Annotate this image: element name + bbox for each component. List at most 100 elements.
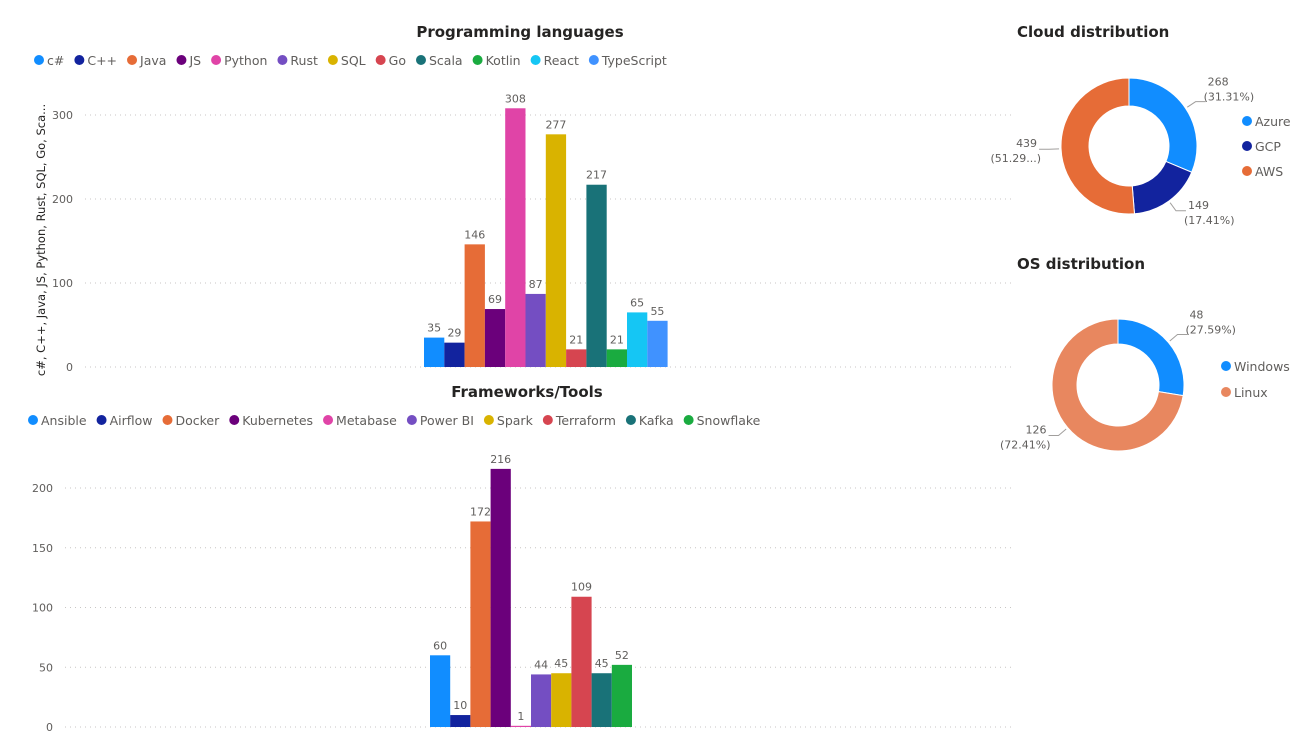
bar-scala[interactable]: [586, 184, 607, 367]
bar-rust[interactable]: [525, 293, 546, 367]
slice-windows[interactable]: [1117, 318, 1185, 397]
bar-spark[interactable]: [551, 673, 572, 727]
data-label: 277: [545, 118, 566, 131]
legend-item-docker[interactable]: Docker: [162, 413, 220, 428]
bar-java[interactable]: [464, 244, 485, 367]
legend-label: TypeScript: [601, 53, 667, 68]
legend-label: GCP: [1255, 139, 1281, 154]
bar-terraform[interactable]: [571, 596, 592, 727]
bar-js[interactable]: [484, 309, 506, 367]
bar-react[interactable]: [627, 312, 648, 367]
legend-item-windows[interactable]: Windows: [1221, 359, 1290, 374]
data-label: 87: [529, 278, 543, 291]
bar-kotlin[interactable]: [606, 349, 627, 367]
legend-label: Kafka: [639, 413, 674, 428]
slice-gcp[interactable]: [1131, 160, 1193, 215]
bar-airflow[interactable]: [450, 715, 471, 727]
leader-line: [1169, 334, 1188, 342]
slice-percent-label: (51.29...): [990, 152, 1041, 165]
legend-label: Go: [389, 53, 406, 68]
legend-item-metabase[interactable]: Metabase: [323, 413, 397, 428]
legend-item-gcp[interactable]: GCP: [1242, 139, 1281, 154]
legend-item-sql[interactable]: SQL: [327, 53, 366, 68]
legend-item-azure[interactable]: Azure: [1242, 114, 1291, 129]
legend-label: Spark: [497, 413, 534, 428]
data-label: 29: [447, 327, 461, 340]
legend-item-python[interactable]: Python: [211, 53, 267, 68]
legend-marker: [162, 415, 173, 425]
y-tick-label: 200: [52, 193, 73, 206]
legend-item-kubernetes[interactable]: Kubernetes: [229, 413, 313, 428]
legend-marker: [483, 415, 494, 425]
legend-item-java[interactable]: Java: [127, 53, 166, 68]
legend-item-airflow[interactable]: Airflow: [96, 413, 153, 428]
bar-go[interactable]: [566, 349, 587, 367]
data-label: 35: [427, 322, 441, 335]
bar-kubernetes[interactable]: [490, 468, 511, 727]
legend-label: AWS: [1255, 164, 1283, 179]
bar-c-[interactable]: [444, 342, 465, 367]
legend-item-go[interactable]: Go: [375, 53, 406, 68]
legend-marker: [542, 415, 553, 425]
legend-marker: [127, 55, 138, 65]
data-label: 146: [464, 228, 485, 241]
legend-label: JS: [188, 53, 201, 68]
legend-item-rust[interactable]: Rust: [277, 53, 318, 68]
y-tick-label: 150: [32, 542, 53, 555]
legend-item-ansible[interactable]: Ansible: [28, 413, 87, 428]
legend-label: Terraform: [555, 413, 616, 428]
bar-snowflake[interactable]: [611, 664, 632, 727]
legend-label: Rust: [290, 53, 318, 68]
legend-item-js[interactable]: JS: [176, 53, 201, 68]
legend-label: Java: [139, 53, 166, 68]
bar-ansible[interactable]: [430, 655, 451, 727]
legend-marker: [1242, 141, 1252, 151]
legend-marker: [375, 55, 386, 65]
legend-label: Kubernetes: [242, 413, 313, 428]
bar-sql[interactable]: [545, 134, 567, 367]
data-label: 21: [610, 333, 624, 346]
legend-item-c-[interactable]: C++: [74, 53, 117, 68]
data-label: 10: [453, 699, 467, 712]
legend-item-spark[interactable]: Spark: [483, 413, 534, 428]
legend-label: Snowflake: [697, 413, 761, 428]
slice-azure[interactable]: [1128, 77, 1198, 173]
bar-typescript[interactable]: [647, 320, 668, 367]
leader-line: [1048, 428, 1067, 436]
legend-label: Airflow: [110, 413, 153, 428]
os-chart-title: OS distribution: [1017, 255, 1145, 273]
legend-item-scala[interactable]: Scala: [415, 53, 463, 68]
legend-item-terraform[interactable]: Terraform: [542, 413, 616, 428]
legend-item-linux[interactable]: Linux: [1221, 385, 1268, 400]
legend-item-kafka[interactable]: Kafka: [625, 413, 674, 428]
legend-marker: [683, 415, 694, 425]
data-label: 21: [569, 333, 583, 346]
data-label: 69: [488, 293, 502, 306]
bar-kafka[interactable]: [591, 673, 612, 727]
legend-marker: [588, 55, 599, 65]
legend-item-typescript[interactable]: TypeScript: [588, 53, 667, 68]
legend-item-snowflake[interactable]: Snowflake: [683, 413, 761, 428]
legend-marker: [530, 55, 541, 65]
slice-aws[interactable]: [1060, 77, 1136, 215]
legend-marker: [28, 415, 38, 425]
bar-metabase[interactable]: [510, 725, 531, 727]
legend-item-kotlin[interactable]: Kotlin: [472, 53, 521, 68]
y-tick-label: 100: [52, 277, 73, 290]
legend-item-react[interactable]: React: [530, 53, 579, 68]
legend-item-c-[interactable]: c#: [34, 53, 64, 68]
slice-value-label: 48: [1189, 309, 1203, 322]
legend-marker: [472, 55, 483, 65]
bar-power-bi[interactable]: [531, 674, 552, 727]
bar-docker[interactable]: [470, 521, 491, 727]
legend-item-aws[interactable]: AWS: [1242, 164, 1283, 179]
bar-python[interactable]: [505, 108, 526, 367]
bar-c-[interactable]: [424, 337, 445, 367]
slice-linux[interactable]: [1051, 318, 1184, 452]
slice-percent-label: (27.59%): [1185, 324, 1236, 337]
y-tick-label: 100: [32, 602, 53, 615]
legend-marker: [1221, 361, 1231, 371]
data-label: 216: [490, 453, 511, 466]
legend-item-power-bi[interactable]: Power BI: [406, 413, 474, 428]
